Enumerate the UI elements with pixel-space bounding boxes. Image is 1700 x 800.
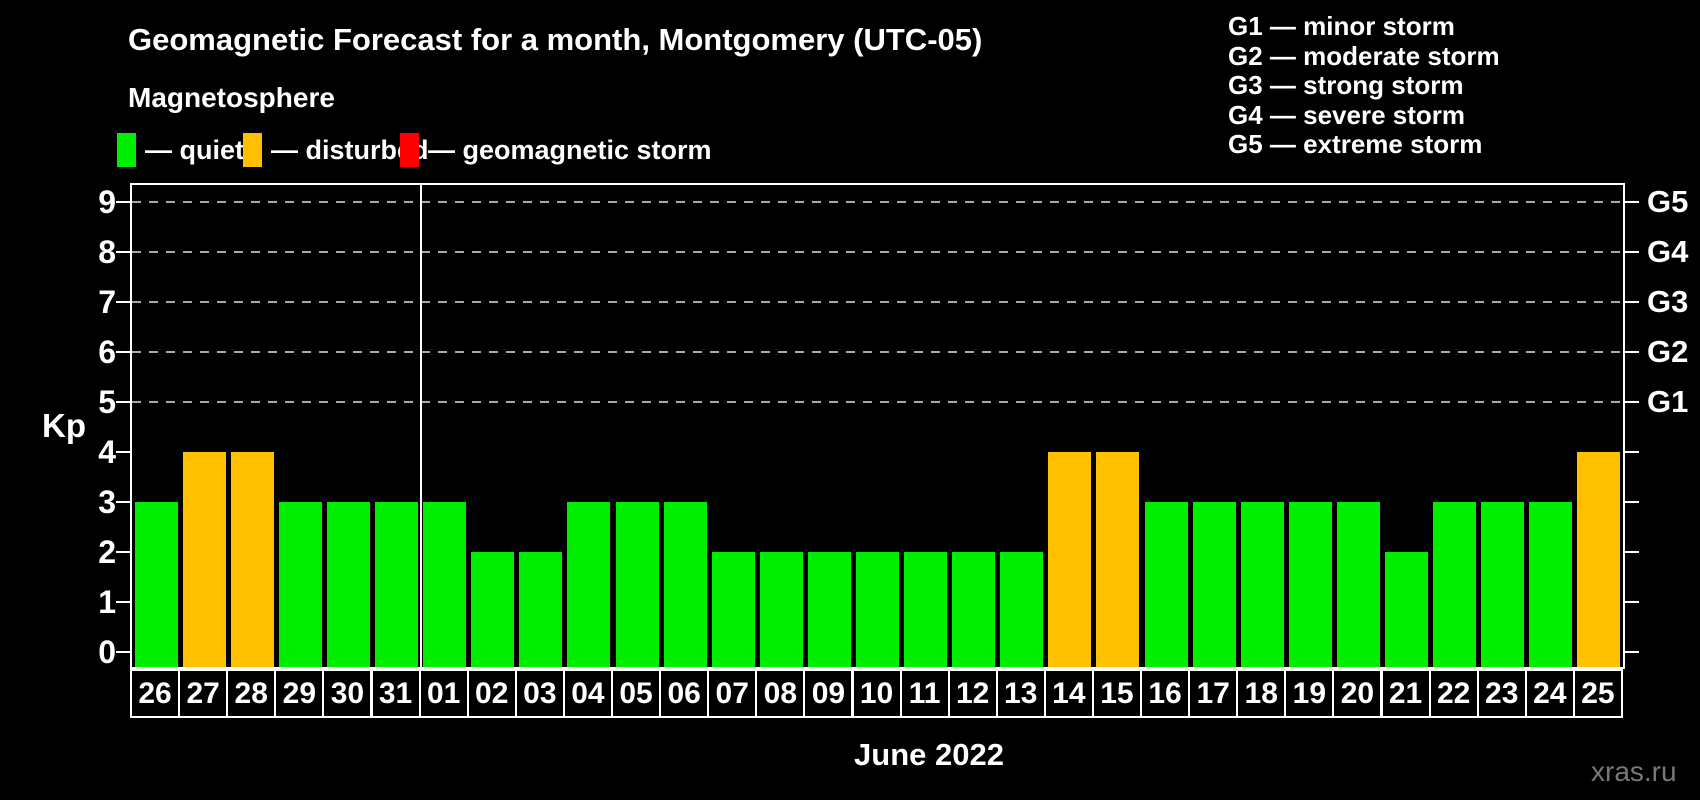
y-tick-label-1: 1 xyxy=(98,584,116,620)
day-label-cell-27: 27 xyxy=(178,669,229,718)
day-label-cell-07: 07 xyxy=(707,669,758,718)
y-tick-left-2 xyxy=(116,551,130,553)
y-tick-right-5 xyxy=(1625,401,1639,403)
day-label-cell-26: 26 xyxy=(130,669,181,718)
day-label-cell-18: 18 xyxy=(1236,669,1287,718)
day-label-cell-16: 16 xyxy=(1140,669,1191,718)
y-tick-label-6: 6 xyxy=(98,334,116,370)
g-level-label-g2: G2 xyxy=(1647,334,1689,369)
day-label-cell-06: 06 xyxy=(659,669,710,718)
day-label-cell-29: 29 xyxy=(274,669,325,718)
y-tick-right-9 xyxy=(1625,201,1639,203)
day-label-cell-03: 03 xyxy=(514,669,565,718)
day-label-cell-23: 23 xyxy=(1476,669,1527,718)
y-tick-left-1 xyxy=(116,601,130,603)
y-tick-label-9: 9 xyxy=(98,184,116,220)
chart-title: Geomagnetic Forecast for a month, Montgo… xyxy=(128,22,983,57)
g1-legend-line: G1 — minor storm xyxy=(1228,11,1455,41)
day-label-cell-17: 17 xyxy=(1188,669,1239,718)
kp-axis-title: Kp xyxy=(42,407,86,444)
day-label-cell-13: 13 xyxy=(995,669,1046,718)
chart-subtitle: Magnetosphere xyxy=(128,82,335,113)
day-label-cell-01: 01 xyxy=(418,669,469,718)
y-tick-right-1 xyxy=(1625,601,1639,603)
y-tick-label-2: 2 xyxy=(98,534,116,570)
day-label-cell-21: 21 xyxy=(1380,669,1431,718)
day-label-cell-02: 02 xyxy=(466,669,517,718)
day-label-cell-28: 28 xyxy=(226,669,277,718)
day-label-cell-08: 08 xyxy=(755,669,806,718)
y-tick-left-5 xyxy=(116,401,130,403)
y-tick-right-3 xyxy=(1625,501,1639,503)
day-label-cell-12: 12 xyxy=(947,669,998,718)
legend-item-quiet: — quiet xyxy=(117,133,244,167)
y-tick-right-0 xyxy=(1625,651,1639,653)
y-tick-right-4 xyxy=(1625,451,1639,453)
y-tick-left-7 xyxy=(116,301,130,303)
y-tick-right-8 xyxy=(1625,251,1639,253)
day-label-cell-15: 15 xyxy=(1091,669,1142,718)
y-tick-right-7 xyxy=(1625,301,1639,303)
day-label-cell-25: 25 xyxy=(1572,669,1623,718)
y-tick-left-6 xyxy=(116,351,130,353)
day-label-cell-09: 09 xyxy=(803,669,854,718)
storm-color-swatch xyxy=(400,133,419,167)
y-tick-left-8 xyxy=(116,251,130,253)
legend-label-storm: — geomagnetic storm xyxy=(428,134,712,165)
y-tick-left-4 xyxy=(116,451,130,453)
g-level-label-g4: G4 xyxy=(1647,234,1689,269)
g-scale-legend: G1 — minor storm G2 — moderate storm G3 … xyxy=(1228,11,1500,160)
y-tick-label-3: 3 xyxy=(98,484,116,520)
g4-legend-line: G4 — severe storm xyxy=(1228,99,1466,130)
day-label-cell-14: 14 xyxy=(1043,669,1094,718)
day-label-cell-05: 05 xyxy=(611,669,662,718)
plot-area xyxy=(130,183,1625,669)
g5-legend-line: G5 — extreme storm xyxy=(1228,129,1483,160)
g-level-label-g5: G5 xyxy=(1647,184,1689,219)
y-tick-left-3 xyxy=(116,501,130,503)
g-level-label-g1: G1 xyxy=(1647,384,1689,419)
y-tick-label-0: 0 xyxy=(98,634,116,670)
day-label-cell-22: 22 xyxy=(1428,669,1479,718)
y-tick-right-2 xyxy=(1625,551,1639,553)
legend-item-storm: — geomagnetic storm xyxy=(400,133,712,167)
legend-label-quiet: — quiet xyxy=(145,134,244,165)
day-label-cell-19: 19 xyxy=(1284,669,1335,718)
g3-legend-line: G3 — strong storm xyxy=(1228,70,1464,101)
day-label-cell-11: 11 xyxy=(899,669,950,718)
watermark: xras.ru xyxy=(1591,756,1677,787)
month-label: June 2022 xyxy=(854,737,1004,772)
day-label-cell-10: 10 xyxy=(851,669,902,718)
y-tick-label-8: 8 xyxy=(98,234,116,270)
day-label-cell-31: 31 xyxy=(370,669,421,718)
quiet-color-swatch xyxy=(117,133,136,167)
y-tick-right-6 xyxy=(1625,351,1639,353)
g2-legend-line: G2 — moderate storm xyxy=(1228,40,1500,71)
y-tick-left-0 xyxy=(116,651,130,653)
day-label-cell-20: 20 xyxy=(1332,669,1383,718)
y-tick-label-7: 7 xyxy=(98,284,116,320)
day-label-cell-04: 04 xyxy=(562,669,613,718)
day-label-cell-24: 24 xyxy=(1524,669,1575,718)
y-tick-left-9 xyxy=(116,201,130,203)
disturbed-color-swatch xyxy=(243,133,262,167)
day-label-cell-30: 30 xyxy=(322,669,373,718)
g-level-label-g3: G3 xyxy=(1647,284,1689,319)
